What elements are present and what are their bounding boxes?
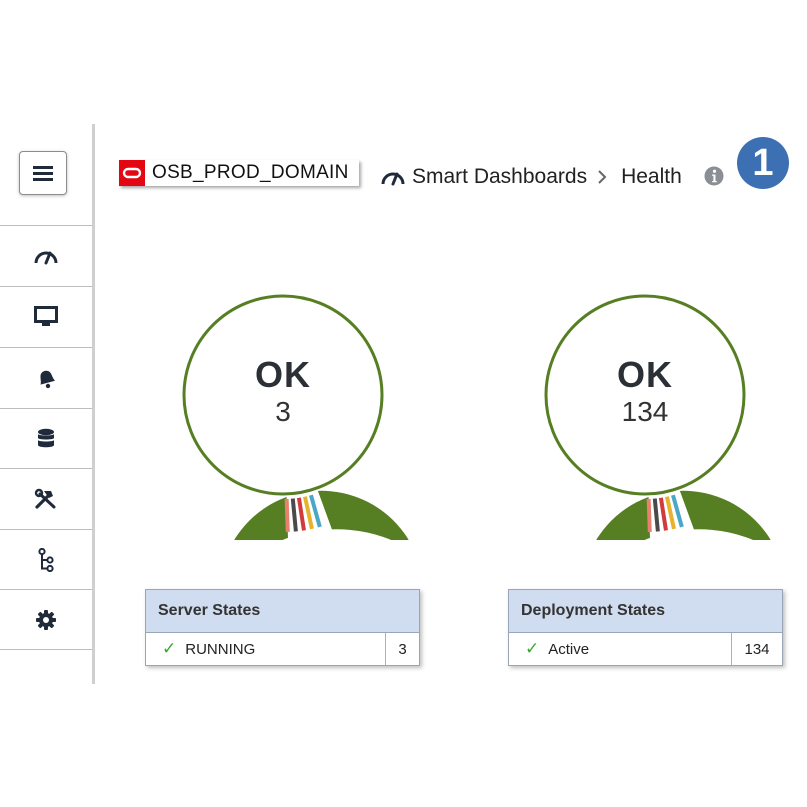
deployment-states-table: Deployment States ✓ Active 134 [508, 589, 783, 666]
nav-item-alerts[interactable] [0, 347, 92, 408]
state-count: 134 [731, 633, 782, 665]
nav-item-dashboards[interactable] [0, 225, 92, 286]
chevron-right-icon [597, 169, 607, 185]
tools-icon [34, 488, 56, 509]
nav-item-tools[interactable] [0, 468, 92, 529]
database-icon [38, 428, 54, 448]
table-title: Server States [146, 590, 419, 633]
check-icon: ✓ [525, 639, 540, 658]
breadcrumb-smart-dashboards[interactable]: Smart Dashboards [412, 165, 588, 188]
server-health-donut[interactable]: OK 3 [138, 250, 480, 807]
speedometer-icon [381, 172, 405, 186]
deployment-health-donut[interactable]: OK 134 [500, 250, 807, 807]
hamburger-icon [33, 166, 53, 181]
domain-name: OSB_PROD_DOMAIN [152, 162, 349, 183]
table-row[interactable]: ✓ RUNNING 3 [146, 633, 419, 665]
donut-status: OK [617, 354, 673, 395]
server-states-table: Server States ✓ RUNNING 3 [145, 589, 420, 666]
nav-bottom-divider [0, 649, 92, 650]
monitor-icon [34, 306, 58, 326]
legend-stripe [303, 496, 314, 530]
legend-stripe [671, 494, 684, 528]
info-icon[interactable] [704, 166, 724, 191]
check-icon: ✓ [162, 639, 177, 658]
legend-stripe [658, 497, 668, 531]
breadcrumb: Smart Dashboards Health [380, 162, 682, 192]
state-label: RUNNING [185, 640, 256, 658]
legend-stripe [290, 498, 298, 532]
gear-icon [36, 610, 56, 630]
nav-item-settings[interactable] [0, 589, 92, 650]
domain-selector[interactable]: OSB_PROD_DOMAIN [119, 160, 359, 186]
nav-item-database[interactable] [0, 408, 92, 469]
nav-item-monitor[interactable] [0, 286, 92, 347]
oracle-logo-icon [119, 160, 145, 186]
step-number-badge: 1 [737, 137, 789, 189]
bell-icon [40, 370, 56, 389]
speedometer-icon [34, 251, 58, 265]
inner-ring [544, 294, 746, 496]
rail-divider [92, 124, 95, 684]
nav-item-flows[interactable] [0, 529, 92, 590]
state-label: Active [548, 640, 590, 658]
legend-stripe [665, 496, 676, 530]
hamburger-menu-button[interactable] [19, 151, 67, 195]
legend-stripe [646, 498, 652, 532]
legend-stripe [652, 498, 660, 532]
donut-count: 134 [621, 396, 669, 427]
legend-stripe [296, 497, 306, 531]
legend-stripe [284, 498, 290, 532]
legend-stripe [309, 494, 322, 528]
inner-ring [182, 294, 384, 496]
table-row[interactable]: ✓ Active 134 [509, 633, 782, 665]
table-title: Deployment States [509, 590, 782, 633]
donut-status: OK [255, 354, 311, 395]
breadcrumb-health: Health [621, 165, 682, 188]
state-count: 3 [385, 633, 419, 665]
flow-icon [38, 548, 54, 572]
donut-count: 3 [275, 396, 291, 427]
